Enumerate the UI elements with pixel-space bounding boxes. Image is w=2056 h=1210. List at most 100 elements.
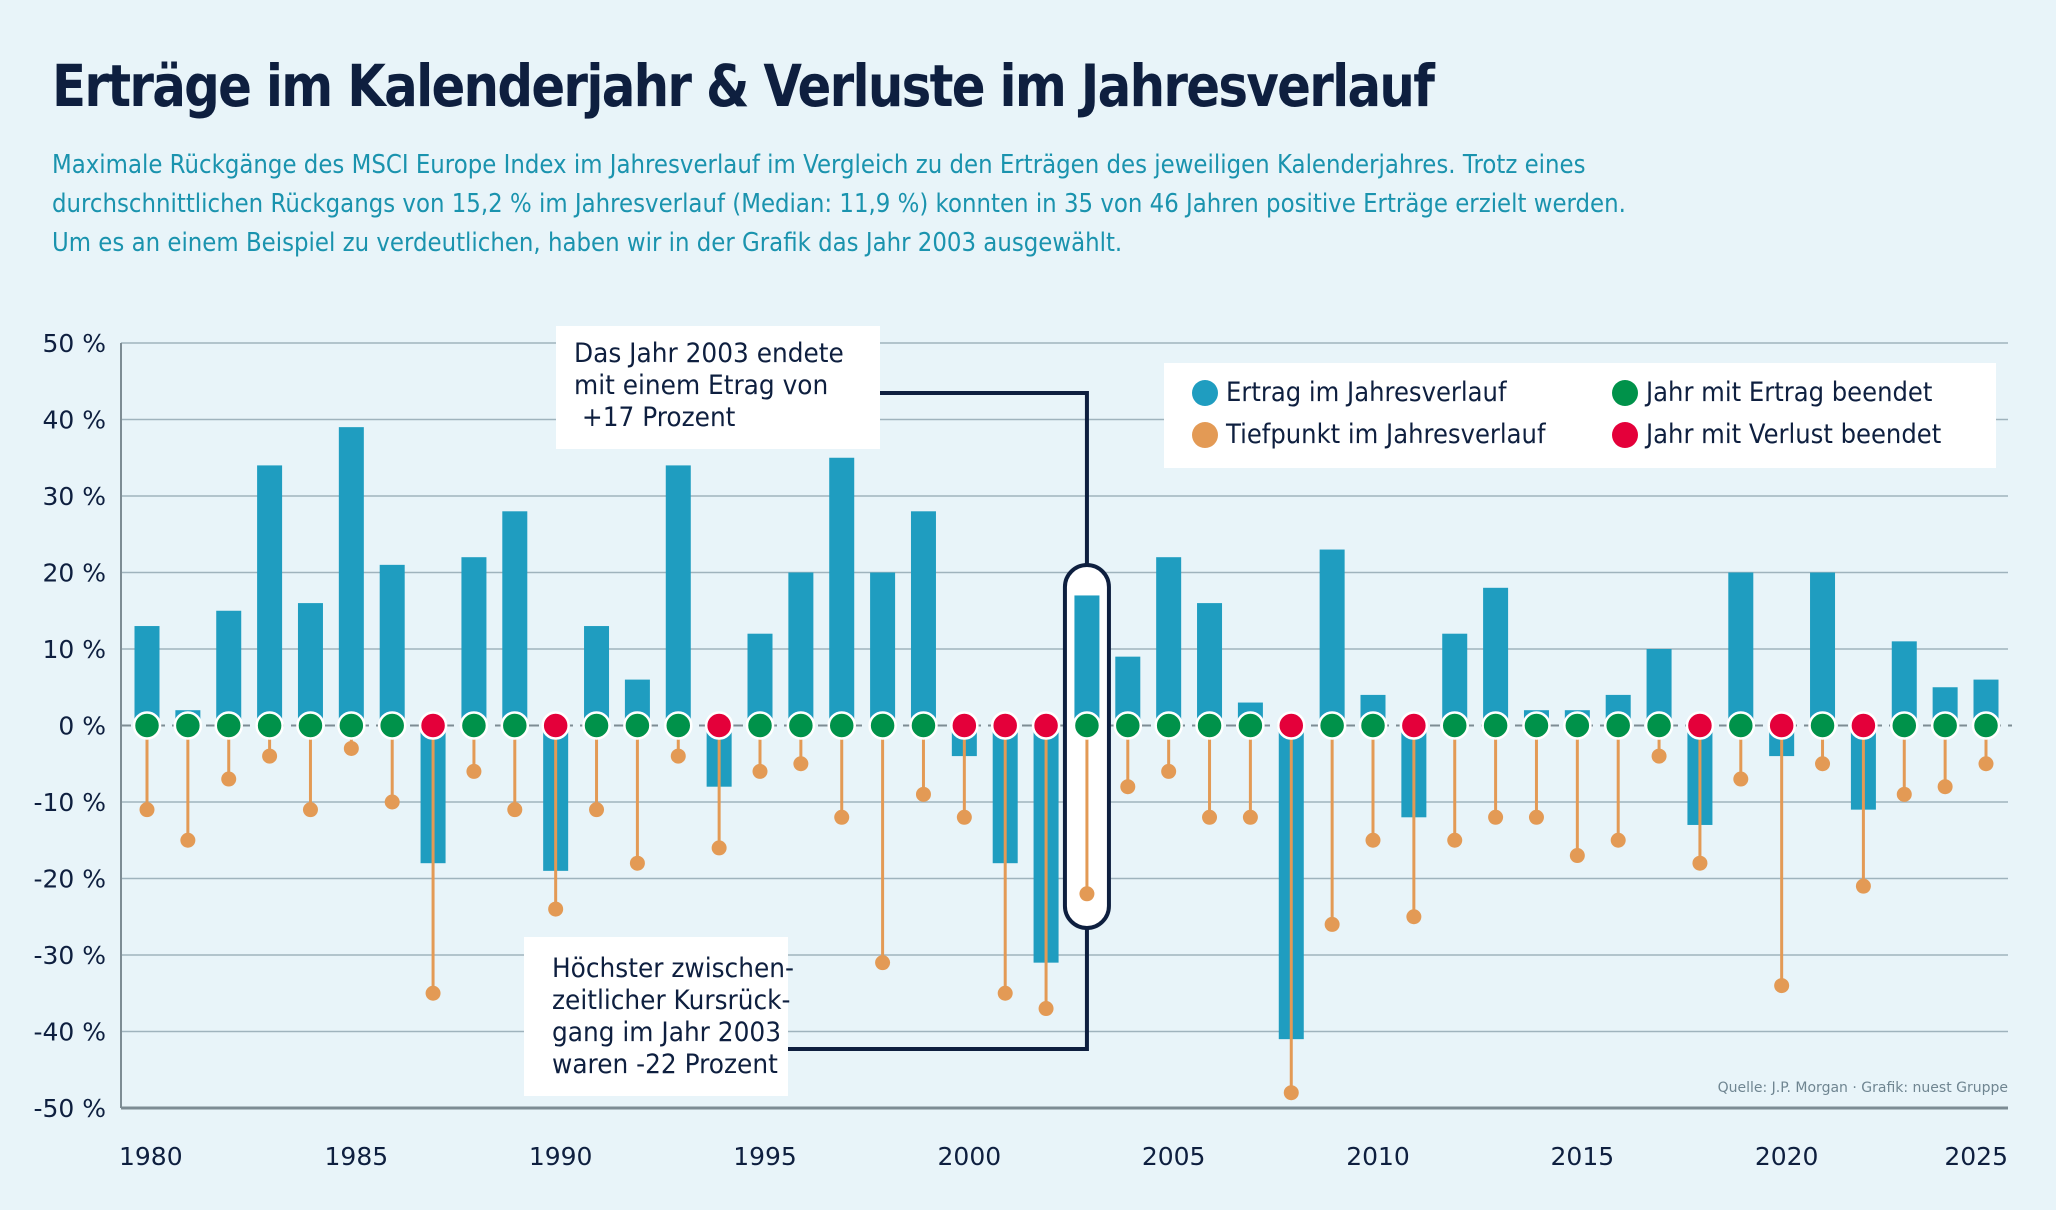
bar-return (584, 626, 610, 726)
trough-dot (875, 955, 891, 971)
marker-year-positive (500, 711, 530, 740)
annotation-line: waren -22 Prozent (552, 1049, 778, 1080)
trough-dot (1120, 779, 1136, 795)
annotation-2003-drawdown: Höchster zwischen- zeitlicher Kursrück- … (524, 937, 794, 1096)
trough-dot (1324, 916, 1340, 932)
bar-return (1156, 557, 1182, 726)
marker-year-positive (296, 711, 325, 740)
marker-year-positive (214, 711, 243, 740)
annotation-2003-return: Das Jahr 2003 endete mit einem Etrag von… (556, 326, 880, 449)
trough-dot (1978, 756, 1994, 772)
trough-dot (915, 786, 931, 802)
legend-item-negative-year: Jahr mit Verlust beendet (1612, 419, 1974, 450)
marker-year-positive (1072, 711, 1102, 740)
marker-year-positive (1113, 711, 1143, 740)
marker-year-positive (1603, 711, 1633, 740)
trough-dot (262, 748, 278, 764)
marker-year-positive (664, 711, 693, 740)
legend-dot-icon (1612, 379, 1638, 406)
trough-dot (1202, 809, 1218, 825)
marker-year-positive (745, 711, 775, 740)
annotation-line: Höchster zwischen- (552, 953, 794, 984)
bar-return (1810, 572, 1836, 726)
trough-dot (1733, 771, 1749, 787)
marker-year-positive (173, 711, 203, 740)
bar-return (461, 557, 487, 726)
marker-year-positive (786, 711, 816, 740)
x-tick-label: 1985 (325, 1142, 389, 1171)
marker-year-negative (1031, 711, 1061, 740)
marker-year-positive (1890, 711, 1919, 740)
callout-line-bottom (788, 928, 1089, 1051)
trough-dot (1038, 1001, 1054, 1017)
legend: Ertrag im Jahresverlauf Tiefpunkt im Jah… (1164, 363, 1996, 468)
marker-year-positive (1808, 711, 1837, 740)
subtitle-line: Maximale Rückgänge des MSCI Europe Index… (52, 150, 1586, 180)
trough-dot (384, 794, 400, 810)
callout-line-top (880, 391, 1089, 565)
y-tick-label: 10 % (42, 635, 106, 664)
x-tick-label: 2000 (938, 1142, 1002, 1171)
bar-return (297, 603, 323, 726)
trough-dot (997, 985, 1013, 1001)
legend-dot-icon (1192, 379, 1218, 406)
trough-dot (1569, 848, 1585, 864)
legend-label: Jahr mit Ertrag beendet (1646, 377, 1933, 408)
bar-return (502, 511, 528, 726)
marker-year-positive (1236, 711, 1265, 740)
y-tick-label: -30 % (33, 941, 106, 970)
marker-year-positive (255, 711, 284, 740)
chart-subtitle: Maximale Rückgänge des MSCI Europe Index… (52, 146, 1626, 263)
marker-year-negative (1685, 711, 1715, 740)
marker-year-positive (377, 711, 407, 740)
y-tick-label: -50 % (33, 1094, 106, 1123)
axes-group (120, 343, 2008, 1110)
y-tick-label: 30 % (42, 482, 106, 511)
trough-dot (589, 802, 605, 818)
marker-year-positive (909, 711, 938, 740)
annotation-line: zeitlicher Kursrück- (552, 985, 791, 1016)
marker-year-positive (1563, 711, 1592, 740)
annotation-line: mit einem Etrag von (574, 370, 829, 401)
trough-dot (1283, 1085, 1299, 1101)
marker-year-positive (1726, 711, 1756, 740)
trough-dot (834, 809, 850, 825)
x-tick-label: 2020 (1755, 1142, 1819, 1171)
marker-year-positive (868, 711, 897, 740)
x-tick-label: 1980 (119, 1142, 183, 1171)
trough-dot (1242, 809, 1258, 825)
bar-return (1728, 572, 1754, 726)
marker-year-positive (1154, 711, 1183, 740)
trough-dot (752, 763, 768, 779)
trough-dot (1774, 978, 1790, 994)
x-tick-label: 2010 (1346, 1142, 1410, 1171)
trough-dot (1447, 832, 1463, 848)
marker-year-negative (990, 711, 1020, 740)
bar-return (829, 457, 855, 726)
x-tick-label: 1990 (529, 1142, 593, 1171)
marker-year-negative (950, 711, 979, 740)
legend-dot-icon (1192, 421, 1218, 448)
y-tick-label: -40 % (33, 1018, 106, 1047)
trough-dot (1079, 886, 1095, 902)
trough-dot (629, 855, 645, 871)
marker-year-positive (337, 711, 366, 740)
bar-return (1319, 549, 1345, 726)
marker-year-positive (1522, 711, 1551, 740)
bar-return (870, 572, 896, 726)
year-markers-group (132, 711, 2001, 740)
annotation-line: +17 Prozent (574, 402, 736, 433)
trough-dot (1651, 748, 1667, 764)
trough-dot (548, 901, 564, 917)
marker-year-positive (827, 711, 856, 740)
marker-year-positive (1481, 711, 1510, 740)
y-tick-label: 40 % (42, 406, 106, 435)
trough-dot (221, 771, 237, 787)
marker-year-negative (1849, 711, 1878, 740)
marker-year-positive (459, 711, 489, 740)
bar-return (379, 564, 405, 726)
bar-return (1197, 603, 1223, 726)
marker-year-positive (1971, 711, 2001, 740)
bar-return (338, 427, 364, 726)
marker-year-negative (1767, 711, 1796, 740)
